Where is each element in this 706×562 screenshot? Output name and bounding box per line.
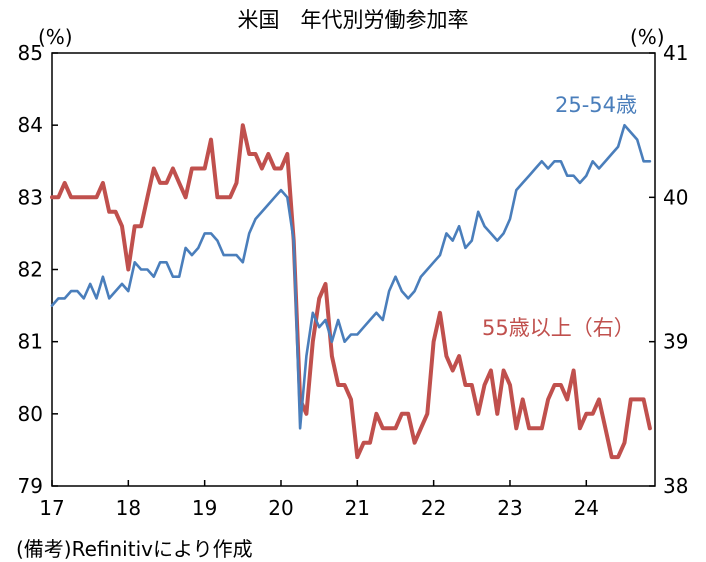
right-tick-label: 39 <box>663 330 688 354</box>
right-tick-label: 40 <box>663 185 688 209</box>
labor-participation-chart: 米国 年代別労働参加率 (%) (%) 79 80 81 82 83 84 85 38 39 4… <box>18 8 689 520</box>
left-tick-label: 84 <box>18 113 43 137</box>
x-tick-label: 17 <box>39 496 64 520</box>
series-line-55-plus <box>50 123 652 460</box>
source-note: (備考)Refinitivにより作成 <box>16 537 253 561</box>
right-tick-label: 41 <box>663 41 688 65</box>
x-tick-label: 21 <box>345 496 370 520</box>
series-label-55-plus: 55歳以上（右） <box>482 316 635 340</box>
x-tick-label: 24 <box>574 496 599 520</box>
x-tick-label: 20 <box>268 496 293 520</box>
left-axis-unit: (%) <box>38 25 73 49</box>
left-tick-label: 81 <box>18 330 43 354</box>
chart-title: 米国 年代別労働参加率 <box>238 8 469 32</box>
left-tick-label: 82 <box>18 258 43 282</box>
x-tick-label: 19 <box>192 496 217 520</box>
left-tick-label: 85 <box>18 41 43 65</box>
right-tick-label: 38 <box>663 474 688 498</box>
series-line-25-54 <box>50 123 652 430</box>
left-tick-label: 83 <box>18 185 43 209</box>
series-label-25-54: 25-54歳 <box>555 93 637 117</box>
right-axis-unit: (%) <box>630 25 665 49</box>
left-tick-label: 80 <box>18 402 43 426</box>
x-tick-label: 18 <box>116 496 141 520</box>
left-tick-label: 79 <box>18 474 43 498</box>
x-tick-label: 22 <box>421 496 446 520</box>
x-tick-label: 23 <box>497 496 522 520</box>
